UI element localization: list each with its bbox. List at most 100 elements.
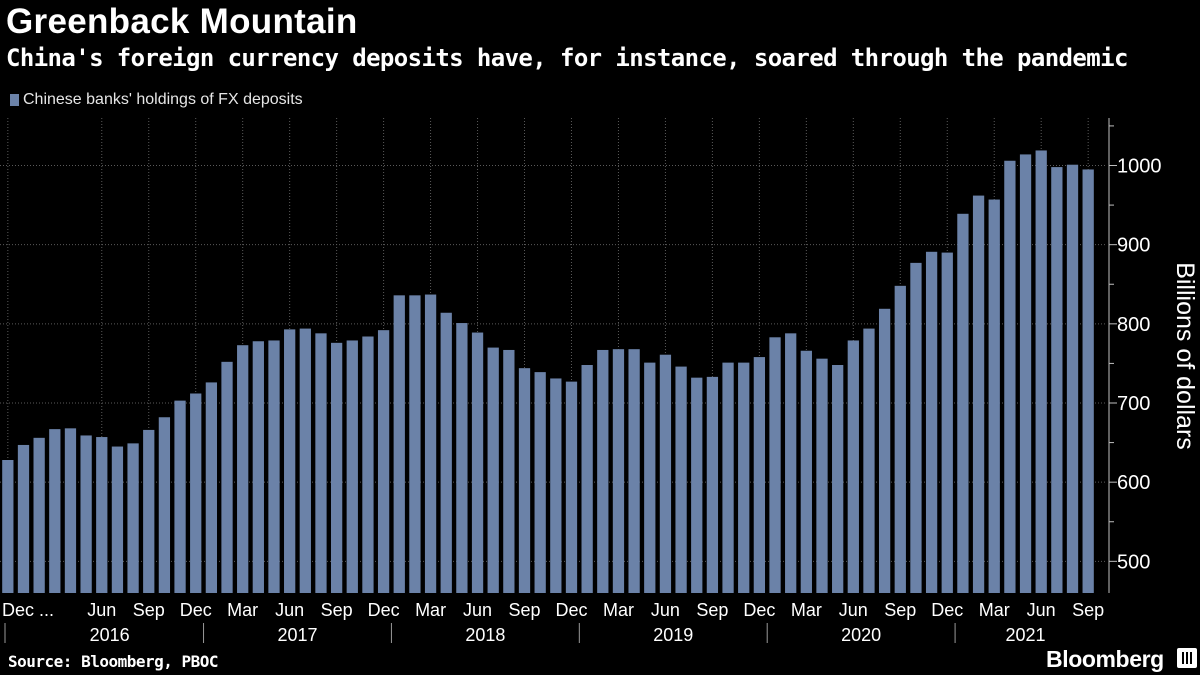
bar — [330, 342, 343, 593]
bars-layer — [2, 150, 1094, 594]
x-tick-label: Dec — [931, 600, 963, 620]
bar — [1035, 150, 1047, 594]
x-tick-label: Sep — [696, 600, 728, 620]
x-tick-label: Dec — [743, 600, 775, 620]
chart-title: Greenback Mountain — [6, 2, 358, 41]
bar — [64, 428, 77, 593]
x-tick-label: Jun — [1027, 600, 1056, 620]
bar — [925, 251, 938, 593]
bar — [534, 372, 546, 593]
bar — [284, 329, 296, 593]
bar — [691, 377, 703, 593]
y-tick-label: 500 — [1117, 551, 1150, 573]
bar — [832, 365, 844, 593]
year-label: 2016 — [90, 625, 130, 645]
bar — [49, 429, 61, 593]
bar — [33, 437, 45, 593]
y-tick-label: 600 — [1117, 472, 1150, 494]
legend: Chinese banks' holdings of FX deposits — [10, 91, 303, 109]
bar — [221, 361, 233, 593]
bar — [17, 444, 30, 593]
bar — [550, 378, 562, 593]
legend-swatch — [10, 94, 19, 106]
bar — [597, 349, 609, 593]
bar — [268, 340, 280, 593]
bar — [487, 347, 499, 593]
bar — [205, 382, 218, 593]
bar — [409, 295, 421, 593]
x-tick-label: Dec — [368, 600, 400, 620]
x-tick-label: Mar — [603, 600, 634, 620]
x-tick-label: Mar — [227, 600, 258, 620]
bar — [1019, 154, 1032, 593]
y-tick-label: 800 — [1117, 314, 1150, 336]
bar — [800, 350, 812, 593]
x-tick-label: Dec ... — [2, 600, 54, 620]
bar — [1051, 167, 1063, 594]
bar — [440, 312, 452, 593]
bar — [174, 400, 186, 593]
bar — [346, 340, 358, 593]
bar — [2, 460, 14, 593]
x-tick-label: Sep — [321, 600, 353, 620]
year-label: 2021 — [1006, 625, 1046, 645]
x-tick-label: Jun — [651, 600, 680, 620]
bar — [80, 435, 92, 593]
bar — [878, 308, 891, 593]
x-tick-label: Mar — [415, 600, 446, 620]
bar — [785, 333, 797, 593]
bar — [659, 354, 672, 593]
bar — [581, 365, 593, 593]
bar — [722, 362, 734, 593]
x-tick-label: Sep — [1072, 600, 1104, 620]
year-label: 2020 — [841, 625, 881, 645]
bar — [237, 345, 249, 593]
y-tick-label: 700 — [1117, 393, 1150, 415]
bar — [1004, 160, 1016, 593]
bar — [957, 213, 969, 593]
bar — [847, 340, 859, 593]
bar — [565, 381, 578, 593]
chart-subtitle: China's foreign currency deposits have, … — [6, 44, 1128, 72]
x-tick-label: Jun — [463, 600, 492, 620]
x-tick-label: Jun — [275, 600, 304, 620]
x-tick-label: Dec — [555, 600, 587, 620]
bar — [315, 333, 327, 593]
bar — [988, 199, 1000, 593]
bar — [769, 337, 781, 593]
bar — [518, 368, 531, 593]
x-tick-label: Jun — [87, 600, 116, 620]
bar — [675, 366, 687, 593]
x-tick-label: Jun — [839, 600, 868, 620]
x-tick-label: Mar — [979, 600, 1010, 620]
x-tick-label: Mar — [791, 600, 822, 620]
bar — [143, 429, 155, 593]
x-tick-label: Sep — [884, 600, 916, 620]
bar — [1082, 169, 1094, 594]
y-axis-title: Billions of dollars — [1171, 262, 1199, 450]
bar — [941, 252, 953, 594]
bar — [190, 393, 202, 593]
bar — [299, 328, 311, 593]
source-note: Source: Bloomberg, PBOC — [8, 652, 219, 671]
bar — [252, 341, 264, 593]
x-tick-label: Dec — [180, 600, 212, 620]
bar — [1066, 164, 1079, 594]
x-tick-label: Sep — [508, 600, 540, 620]
legend-label: Chinese banks' holdings of FX deposits — [23, 91, 303, 108]
brand-logo: Bloomberg — [1046, 646, 1164, 672]
bar — [127, 443, 139, 593]
bar — [393, 295, 405, 593]
bar — [894, 285, 906, 593]
year-label: 2018 — [465, 625, 505, 645]
bar — [111, 446, 124, 593]
bar — [628, 349, 640, 593]
bar — [377, 330, 390, 593]
bar — [424, 294, 437, 593]
y-tick-label: 1000 — [1117, 156, 1162, 178]
bar — [972, 195, 985, 594]
year-label: 2017 — [277, 625, 317, 645]
bar — [456, 323, 468, 593]
bar — [816, 358, 828, 593]
